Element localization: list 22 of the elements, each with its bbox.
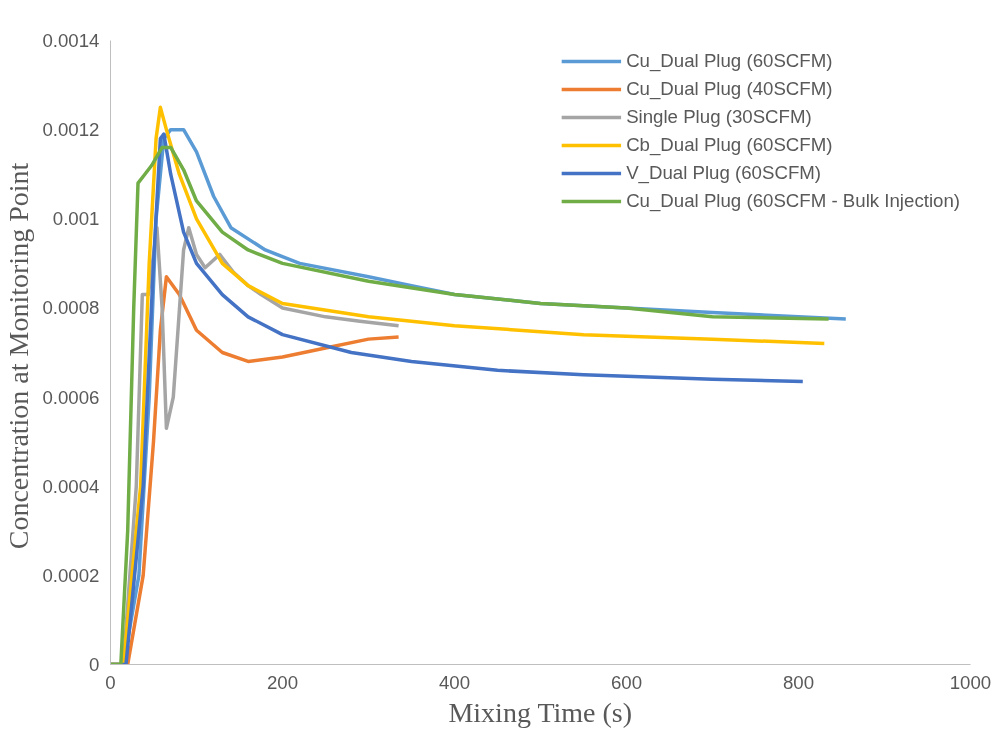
- legend-label: V_Dual Plug (60SCFM): [626, 162, 822, 184]
- y-tick-label: 0.001: [52, 208, 100, 230]
- x-tick-label: 0: [105, 671, 116, 693]
- legend-label: Cu_Dual Plug (40SCFM): [626, 78, 833, 100]
- y-axis-title: Concentration at Monitoring Point: [3, 162, 35, 550]
- y-tick-label: 0.0014: [42, 30, 100, 51]
- x-tick-label: 600: [610, 671, 643, 693]
- legend-label: Cu_Dual Plug (60SCFM - Bulk Injection): [626, 190, 960, 212]
- y-tick-label: 0.0006: [42, 386, 100, 408]
- y-tick-label: 0.0008: [42, 297, 100, 319]
- legend-label: Cu_Dual Plug (60SCFM): [626, 50, 833, 72]
- y-tick-label: 0.0012: [42, 119, 100, 141]
- legend-label: Single Plug (30SCFM): [626, 106, 812, 128]
- x-tick-label: 1000: [949, 671, 992, 693]
- x-tick-label: 400: [438, 671, 471, 693]
- x-axis-title: Mixing Time (s): [448, 696, 633, 728]
- x-tick-label: 800: [782, 671, 815, 693]
- legend-label: Cb_Dual Plug (60SCFM): [626, 134, 833, 156]
- y-tick-label: 0.0002: [42, 564, 100, 586]
- x-tick-label: 200: [266, 671, 299, 693]
- y-tick-label: 0.0004: [42, 475, 100, 497]
- y-tick-label: 0: [89, 654, 100, 675]
